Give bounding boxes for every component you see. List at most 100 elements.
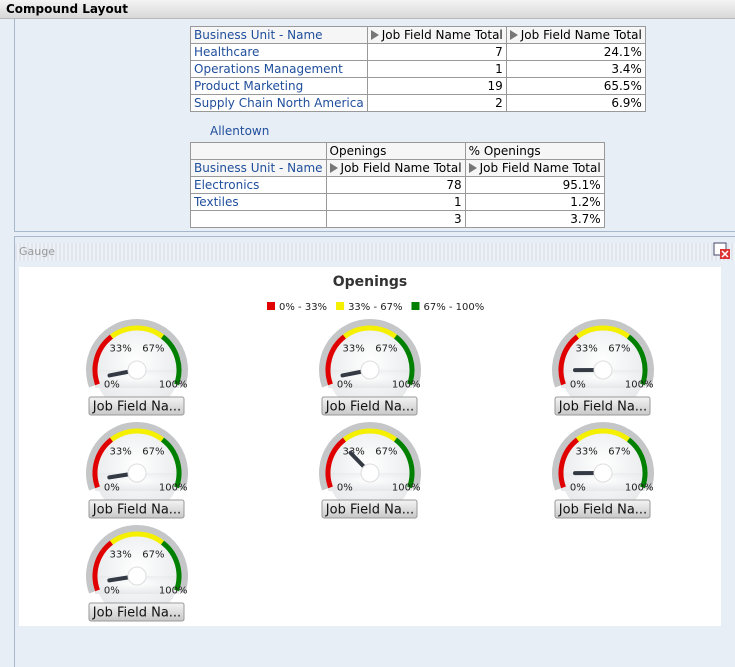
row: Electronics 78 95.1% <box>190 176 605 194</box>
gauge-hub <box>360 360 380 380</box>
gauge-tick-label: 67% <box>142 447 164 458</box>
column-header: Job Field Name Total <box>366 26 507 44</box>
gauge-band <box>325 334 347 386</box>
row: Openings% Openings <box>190 142 605 160</box>
gauge-label[interactable]: Job Field Na... <box>325 503 414 518</box>
row: Business Unit - Name Job Field Name Total… <box>190 159 605 177</box>
cell: 1 <box>325 193 466 211</box>
cell: Operations Management <box>190 60 368 78</box>
gauge-rim <box>319 422 421 491</box>
cell: 95.1% <box>464 176 605 194</box>
cell <box>190 142 327 160</box>
row: Operations Management 1 3.4% <box>190 60 646 78</box>
gauge-button[interactable] <box>88 499 185 519</box>
gauge-tick-label: 0% <box>337 379 353 390</box>
row: Textiles 1 1.2% <box>190 193 605 211</box>
gauge-tick-label: 0% <box>104 482 120 493</box>
gauge-band <box>160 334 182 386</box>
cell: Electronics <box>190 176 327 194</box>
gauge-button[interactable] <box>321 499 418 519</box>
icon[interactable] <box>713 242 731 260</box>
cell: 1 <box>366 60 507 78</box>
legend-label: 33% - 67% <box>348 302 402 313</box>
header-text: Job Field Name Total <box>479 161 601 175</box>
gauge-hub <box>593 463 613 483</box>
gauge-rim <box>86 422 188 491</box>
gauge-tick-label: 33% <box>109 447 131 458</box>
gauge-tick-label: 33% <box>575 447 597 458</box>
header-text: Job Field Name Total <box>520 28 642 42</box>
header-title: Compound Layout <box>0 0 735 19</box>
chart-title: Openings <box>333 274 408 290</box>
gauge-tick-label: 100% <box>625 482 654 493</box>
cell: Textiles <box>190 193 327 211</box>
gauge-band <box>626 437 648 489</box>
gauge-band <box>558 437 580 489</box>
gauge-button[interactable] <box>88 602 185 622</box>
legend-swatch <box>336 302 345 310</box>
column-header: Job Field Name Total <box>464 159 605 177</box>
header-text: Business Unit - Name <box>194 161 323 175</box>
section-title: Gauge <box>15 243 735 261</box>
gauge-tick-label: 67% <box>375 447 397 458</box>
gauge-tick-label: 67% <box>142 344 164 355</box>
row: Healthcare 7 24.1% <box>190 43 646 61</box>
cell: 7 <box>366 43 507 61</box>
gauge-button[interactable] <box>321 396 418 416</box>
gauge-band <box>575 325 631 339</box>
sort-icon[interactable] <box>370 30 379 40</box>
row: Supply Chain North America 2 6.9% <box>190 94 646 112</box>
gauge-rim <box>319 319 421 388</box>
gauge-label[interactable]: Job Field Na... <box>558 503 647 518</box>
gauge-button[interactable] <box>88 396 185 416</box>
cell: 2 <box>366 94 507 112</box>
gauge-tick-label: 67% <box>608 344 630 355</box>
gauge-label[interactable]: Job Field Na... <box>92 503 181 518</box>
frame <box>14 19 735 232</box>
header-text: Business Unit - Name <box>194 28 323 42</box>
legend-label: 0% - 33% <box>279 302 327 313</box>
gauge-band <box>342 428 398 442</box>
cell: Product Marketing <box>190 77 368 95</box>
gauge-label[interactable]: Job Field Na... <box>92 400 181 415</box>
gauge-rim <box>86 319 188 388</box>
header-text: Job Field Name Total <box>381 28 503 42</box>
gauge-tick-label: 100% <box>159 482 188 493</box>
gauge-rim <box>86 525 188 594</box>
table: Openings% Openings Business Unit - Name Jo… <box>190 142 605 228</box>
sort-icon[interactable] <box>468 163 477 173</box>
cell: 3 <box>325 210 466 228</box>
gauge-button[interactable] <box>554 499 651 519</box>
gauge-label[interactable]: Job Field Na... <box>92 606 181 621</box>
sort-icon[interactable] <box>509 30 518 40</box>
gauge-band <box>342 325 398 339</box>
gauge-band <box>160 437 182 489</box>
gauge-tick-label: 100% <box>625 379 654 390</box>
gauge-tick-label: 0% <box>570 379 586 390</box>
gauge-button[interactable] <box>554 396 651 416</box>
sort-icon[interactable] <box>329 163 338 173</box>
gauge-label[interactable]: Job Field Na... <box>558 400 647 415</box>
gauge-hub <box>127 463 147 483</box>
gauge-band <box>109 428 165 442</box>
gauge-label[interactable]: Job Field Na... <box>325 400 414 415</box>
cell: 24.1% <box>505 43 646 61</box>
legend-label: 67% - 100% <box>423 302 484 313</box>
gauge-tick-label: 67% <box>608 447 630 458</box>
gauge-tick-label: 33% <box>109 344 131 355</box>
gauge-tick-label: 100% <box>392 482 421 493</box>
gauge-chart: Openings 0% - 33% 33% - 67% 67% - 100% 0% 33… <box>19 267 721 626</box>
column-group: Openings <box>325 142 466 160</box>
column-header: Job Field Name Total <box>325 159 466 177</box>
gauge-band <box>626 334 648 386</box>
row: 3 3.7% <box>190 210 605 228</box>
gauge-tick-label: 33% <box>109 550 131 561</box>
gauge-tick-label: 67% <box>375 344 397 355</box>
cell: 6.9% <box>505 94 646 112</box>
column-header: Job Field Name Total <box>505 26 646 44</box>
gauge-tick-label: 100% <box>159 585 188 596</box>
column-header: Business Unit - Name <box>190 159 327 177</box>
cell: 1.2% <box>464 193 605 211</box>
gauge-section: Gauge <box>14 236 735 667</box>
